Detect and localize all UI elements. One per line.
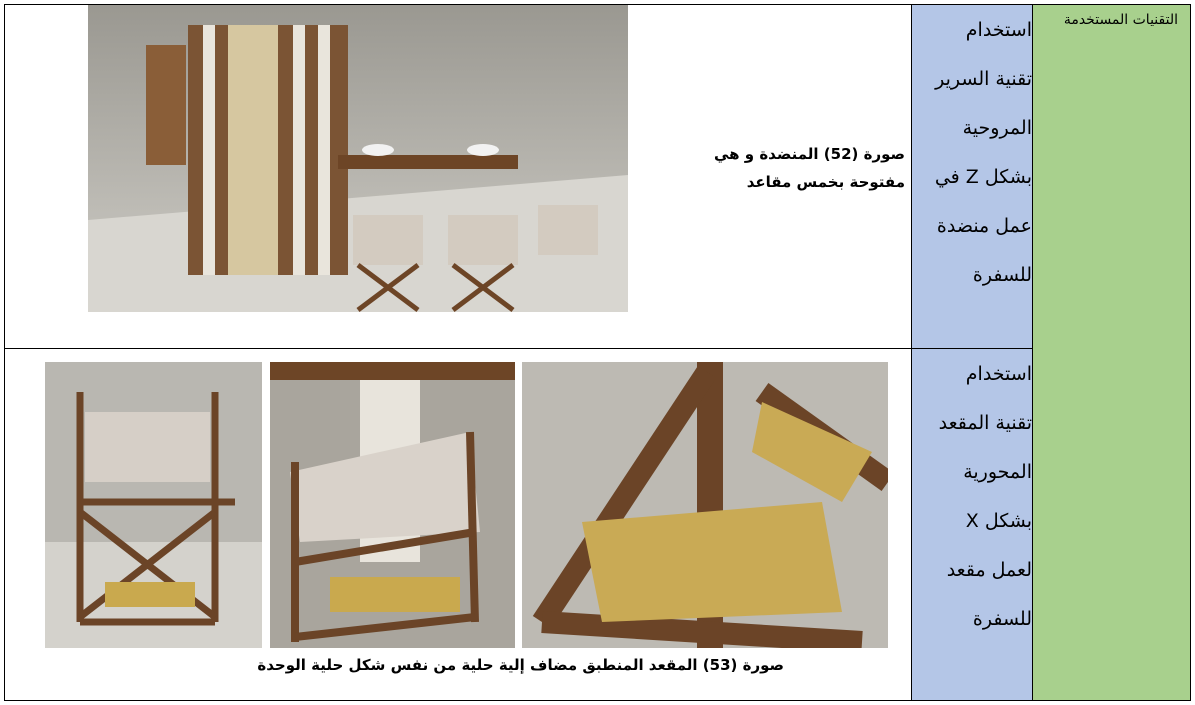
technique-text: استخدام تقنية السرير المروحية بشكل Z في … <box>914 6 1032 300</box>
text-line: استخدام <box>965 363 1032 385</box>
text-line: تقنية السرير <box>935 68 1032 90</box>
header-cell: التقنيات المستخدمة <box>1032 4 1191 701</box>
text-line: تقنية المقعد <box>938 412 1032 434</box>
photo <box>522 362 888 648</box>
text-line: عمل منضدة <box>936 215 1032 237</box>
text-line: بشكل X <box>965 510 1032 532</box>
text-line: للسفرة <box>972 264 1032 286</box>
image-cell <box>4 348 912 701</box>
text-line: المروحية <box>962 117 1032 139</box>
text-line: لعمل مقعد <box>946 559 1032 581</box>
photo <box>88 5 628 312</box>
caption-line: مفتوحة بخمس مقاعد <box>746 173 905 191</box>
caption: صورة (53) المقعد المنطبق مضاف إلية حلية … <box>257 654 784 676</box>
text-line: للسفرة <box>972 608 1032 630</box>
photo <box>45 362 262 648</box>
header-text: التقنيات المستخدمة <box>1063 12 1178 28</box>
caption: صورة (52) المنضدة و هي مفتوحة بخمس مقاعد <box>714 140 905 196</box>
text-line: بشكل Z في <box>934 166 1032 188</box>
caption-line: صورة (53) المقعد المنطبق مضاف إلية حلية … <box>257 656 784 674</box>
photo <box>270 362 515 648</box>
text-line: المحورية <box>963 461 1032 483</box>
text-line: استخدام <box>965 19 1032 41</box>
technique-text: استخدام تقنية المقعد المحورية بشكل X لعم… <box>914 350 1032 644</box>
caption-line: صورة (52) المنضدة و هي <box>713 145 905 163</box>
